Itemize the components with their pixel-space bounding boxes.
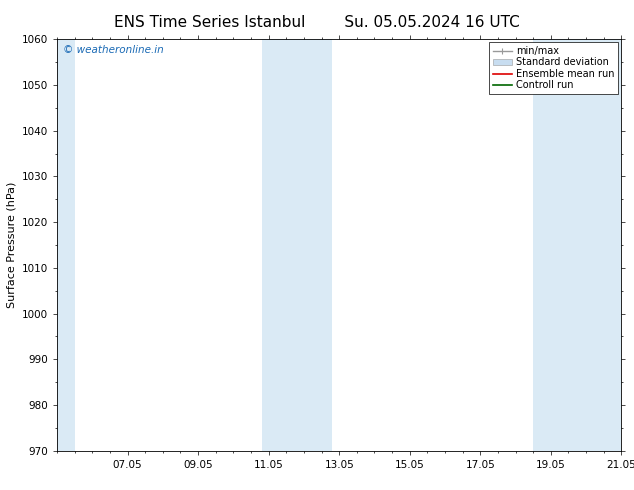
Text: © weatheronline.in: © weatheronline.in [63, 46, 164, 55]
Bar [262, 39, 332, 451]
Text: ENS Time Series Istanbul        Su. 05.05.2024 16 UTC: ENS Time Series Istanbul Su. 05.05.2024 … [114, 15, 520, 30]
Bar [57, 39, 75, 451]
Legend: min/max, Standard deviation, Ensemble mean run, Controll run: min/max, Standard deviation, Ensemble me… [489, 42, 618, 94]
Y-axis label: Surface Pressure (hPa): Surface Pressure (hPa) [6, 182, 16, 308]
Bar [533, 39, 621, 451]
